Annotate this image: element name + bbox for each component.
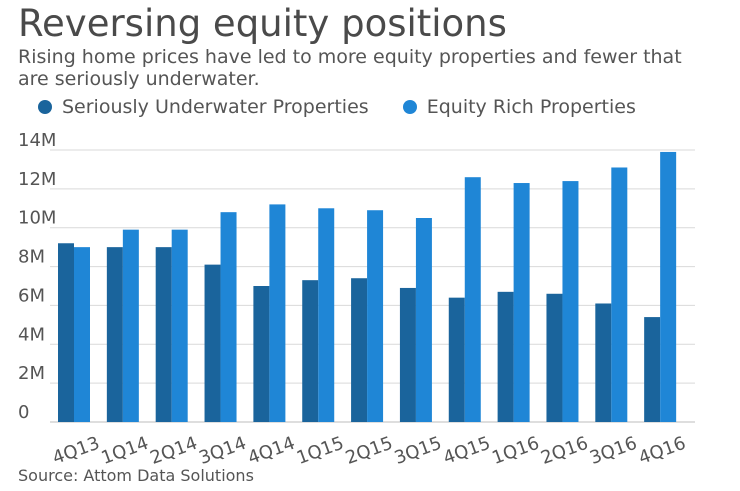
bar-equity-rich [269,204,286,422]
bar-equity-rich [611,167,628,422]
x-tick-label: 2Q16 [538,433,591,469]
x-tick-label: 3Q14 [196,433,249,469]
legend-item-equity-rich: Equity Rich Properties [402,96,636,118]
y-tick-label: 8M [18,247,45,268]
legend: Seriously Underwater Properties Equity R… [38,96,664,118]
source-note: Source: Attom Data Solutions [18,466,254,485]
x-tick-label: 2Q15 [343,433,396,469]
legend-item-underwater: Seriously Underwater Properties [38,96,369,118]
y-tick-label: 6M [18,285,45,306]
y-tick-label: 0 [18,402,29,423]
x-tick-label: 4Q13 [50,433,103,469]
bar-underwater [106,247,123,422]
x-tick-label: 1Q16 [489,433,542,469]
bar-underwater [497,291,514,422]
chart-title: Reversing equity positions [18,2,507,45]
bar-equity-rich [220,212,237,422]
bar-underwater [351,278,368,422]
bar-equity-rich [74,247,90,422]
x-tick-label: 4Q14 [245,433,298,469]
bar-underwater [644,317,661,422]
bar-equity-rich [562,181,579,422]
chart-subtitle: Rising home prices have led to more equi… [18,46,682,90]
bar-equity-rich [171,229,188,422]
x-tick-label: 1Q14 [99,433,152,469]
x-tick-label: 2Q14 [147,433,200,469]
bar-underwater [253,286,270,422]
bar-equity-rich [660,151,677,422]
legend-label-underwater: Seriously Underwater Properties [62,96,369,118]
y-tick-label: 4M [18,324,45,345]
bar-equity-rich [415,218,432,422]
x-tick-label: 4Q16 [636,433,689,469]
bar-equity-rich [318,208,335,422]
bar-underwater [595,303,612,422]
legend-swatch-underwater [38,100,52,114]
x-tick-label: 3Q15 [392,433,445,469]
bar-equity-rich [513,183,530,422]
y-tick-label: 12M [18,169,56,190]
bar-underwater [546,293,563,422]
bar-equity-rich [122,229,139,422]
bar-equity-rich [464,177,481,422]
legend-swatch-equity-rich [402,100,417,114]
y-tick-label: 10M [18,208,56,229]
bar-underwater [204,264,221,422]
x-tick-label: 1Q15 [294,433,347,469]
y-tick-label: 2M [18,363,45,384]
legend-label-equity-rich: Equity Rich Properties [426,96,636,118]
x-tick-label: 4Q15 [440,433,493,469]
y-tick-label: 14M [18,130,56,151]
bar-underwater [399,287,416,422]
x-tick-label: 3Q16 [587,433,640,469]
bar-equity-rich [367,210,384,422]
bar-underwater [448,297,465,422]
bar-underwater [155,247,172,422]
bar-underwater [58,243,74,422]
bar-underwater [302,280,319,422]
